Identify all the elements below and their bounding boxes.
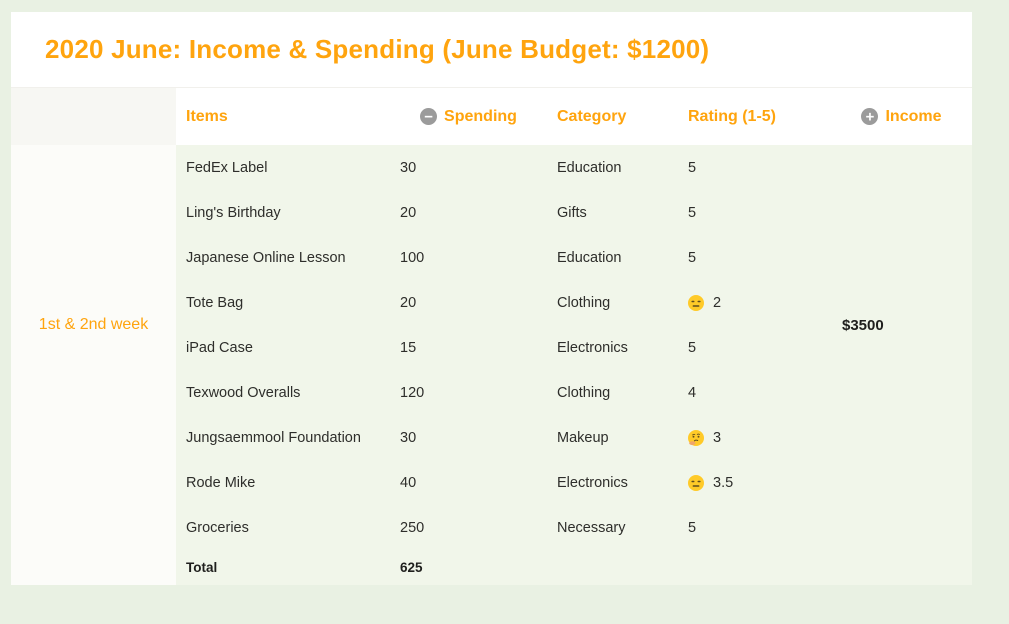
expressionless-face-icon — [688, 294, 704, 311]
spending-cell[interactable]: 40 — [400, 474, 417, 491]
rating-value: 2 — [713, 294, 722, 311]
rating-cell[interactable]: 2 — [678, 280, 831, 325]
rating-cell[interactable]: 5 — [678, 145, 831, 190]
rating-value: 5 — [688, 249, 697, 266]
plus-circle-icon[interactable]: + — [861, 108, 879, 125]
rating-cell[interactable]: 3.5 — [678, 460, 831, 505]
item-cell[interactable]: Japanese Online Lesson — [186, 249, 346, 266]
item-cell[interactable]: FedEx Label — [186, 159, 268, 176]
rating-value: 5 — [688, 519, 697, 536]
header-spending[interactable]: − Spending — [390, 88, 547, 145]
table-body: 1st & 2nd week $3500 FedEx Label 30 Educat… — [11, 145, 972, 585]
header-items[interactable]: Items — [176, 88, 390, 145]
header-rating-label: Rating (1-5) — [688, 107, 776, 125]
budget-card: 2020 June: Income & Spending (June Budge… — [11, 12, 972, 585]
page-title[interactable]: 2020 June: Income & Spending (June Budge… — [45, 34, 710, 64]
income-value: $3500 — [842, 316, 884, 334]
rating-cell[interactable]: 3 — [678, 415, 831, 460]
spending-cell[interactable]: 100 — [400, 249, 425, 266]
spending-cell[interactable]: 30 — [400, 429, 417, 446]
item-cell[interactable]: Texwood Overalls — [186, 384, 301, 401]
total-label-cell[interactable]: Total — [186, 560, 218, 575]
minus-circle-icon[interactable]: − — [420, 108, 438, 125]
item-cell[interactable]: Ling's Birthday — [186, 204, 281, 221]
rating-value: 3.5 — [713, 474, 734, 491]
category-cell[interactable]: Clothing — [557, 294, 611, 311]
rating-value: 5 — [688, 159, 697, 176]
spending-cell[interactable]: 20 — [400, 204, 417, 221]
income-value-cell[interactable]: $3500 — [831, 145, 972, 505]
rating-cell[interactable]: 5 — [678, 325, 831, 370]
item-cell[interactable]: Groceries — [186, 519, 249, 536]
title-band: 2020 June: Income & Spending (June Budge… — [11, 12, 972, 88]
rating-value: 5 — [688, 204, 697, 221]
spending-cell[interactable]: 15 — [400, 339, 417, 356]
spending-cell[interactable]: 120 — [400, 384, 425, 401]
rating-cell[interactable]: 5 — [678, 235, 831, 280]
header-rating[interactable]: Rating (1-5) — [678, 88, 831, 145]
header-category[interactable]: Category — [547, 88, 678, 145]
item-cell[interactable]: Jungsaemmool Foundation — [186, 429, 361, 446]
header-items-label: Items — [186, 107, 228, 125]
category-cell[interactable]: Electronics — [557, 474, 628, 491]
header-week-corner — [11, 88, 176, 145]
spending-cell[interactable]: 20 — [400, 294, 417, 311]
header-category-label: Category — [557, 107, 627, 125]
category-cell[interactable]: Education — [557, 159, 622, 176]
category-cell[interactable]: Necessary — [557, 519, 626, 536]
thinking-face-icon — [688, 429, 704, 446]
week-row-label-cell[interactable]: 1st & 2nd week — [11, 145, 176, 505]
category-cell[interactable]: Clothing — [557, 384, 611, 401]
header-income-label: Income — [885, 107, 942, 125]
rating-cell[interactable]: 4 — [678, 370, 831, 415]
category-cell[interactable]: Gifts — [557, 204, 587, 221]
week-row-label: 1st & 2nd week — [38, 316, 149, 333]
category-cell[interactable]: Electronics — [557, 339, 628, 356]
item-cell[interactable]: iPad Case — [186, 339, 253, 356]
rating-value: 4 — [688, 384, 697, 401]
category-cell[interactable]: Education — [557, 249, 622, 266]
spending-cell[interactable]: 250 — [400, 519, 425, 536]
rating-cell[interactable]: 5 — [678, 190, 831, 235]
item-cell[interactable]: Tote Bag — [186, 294, 244, 311]
item-cell[interactable]: Rode Mike — [186, 474, 256, 491]
rating-value: 3 — [713, 429, 722, 446]
header-spending-label: Spending — [444, 107, 517, 125]
category-cell[interactable]: Makeup — [557, 429, 609, 446]
table-header-row: Items − Spending Category Rating (1-5) +… — [11, 88, 972, 145]
total-spending-cell[interactable]: 625 — [400, 560, 423, 575]
expressionless-face-icon — [688, 474, 704, 491]
spending-cell[interactable]: 30 — [400, 159, 417, 176]
rating-cell[interactable]: 5 — [678, 505, 831, 550]
header-income[interactable]: + Income — [831, 88, 972, 145]
rating-value: 5 — [688, 339, 697, 356]
